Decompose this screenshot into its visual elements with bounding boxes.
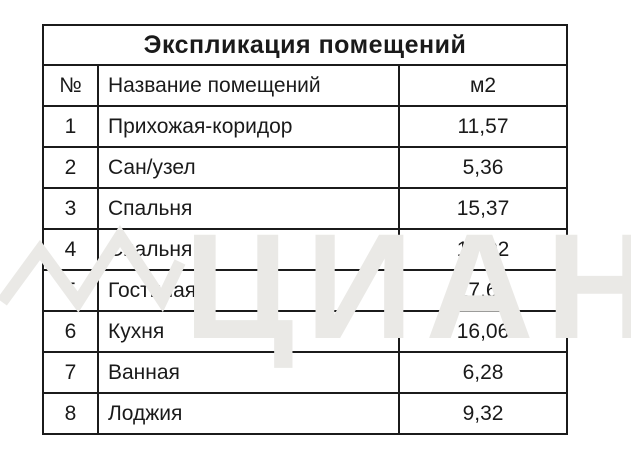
row-number-cell: 4 [42, 228, 99, 271]
explication-table: Экспликация помещений № Название помещен… [42, 24, 568, 435]
room-area-cell: 5,36 [398, 146, 568, 189]
column-header-area: м2 [398, 64, 568, 107]
column-header-number: № [42, 64, 99, 107]
room-area-cell: 16,06 [398, 310, 568, 353]
room-area-cell: 6,28 [398, 351, 568, 394]
table-row: 5 Гостиная 27,66 [42, 269, 568, 312]
row-number-cell: 7 [42, 351, 99, 394]
table-header-row: № Название помещений м2 [42, 64, 568, 107]
room-name-cell: Спальня [97, 187, 400, 230]
row-number-cell: 8 [42, 392, 99, 435]
table-row: 1 Прихожая-коридор 11,57 [42, 105, 568, 148]
room-area-cell: 9,32 [398, 392, 568, 435]
table-row: 7 Ванная 6,28 [42, 351, 568, 394]
room-name-cell: Кухня [97, 310, 400, 353]
room-area-cell: 27,66 [398, 269, 568, 312]
row-number-cell: 6 [42, 310, 99, 353]
room-name-cell: Ванная [97, 351, 400, 394]
table-row: 6 Кухня 16,06 [42, 310, 568, 353]
row-number-cell: 2 [42, 146, 99, 189]
table-row: 2 Сан/узел 5,36 [42, 146, 568, 189]
column-header-name: Название помещений [97, 64, 400, 107]
room-name-cell: Лоджия [97, 392, 400, 435]
room-name-cell: Прихожая-коридор [97, 105, 400, 148]
room-area-cell: 15,37 [398, 187, 568, 230]
room-area-cell: 17,02 [398, 228, 568, 271]
table-row: 4 Спальня 17,02 [42, 228, 568, 271]
room-name-cell: Спальня [97, 228, 400, 271]
row-number-cell: 3 [42, 187, 99, 230]
room-name-cell: Гостиная [97, 269, 400, 312]
table-row: 3 Спальня 15,37 [42, 187, 568, 230]
table-row: 8 Лоджия 9,32 [42, 392, 568, 435]
row-number-cell: 1 [42, 105, 99, 148]
table-title-row: Экспликация помещений [42, 24, 568, 66]
room-area-cell: 11,57 [398, 105, 568, 148]
room-name-cell: Сан/узел [97, 146, 400, 189]
row-number-cell: 5 [42, 269, 99, 312]
table-title: Экспликация помещений [42, 24, 568, 66]
